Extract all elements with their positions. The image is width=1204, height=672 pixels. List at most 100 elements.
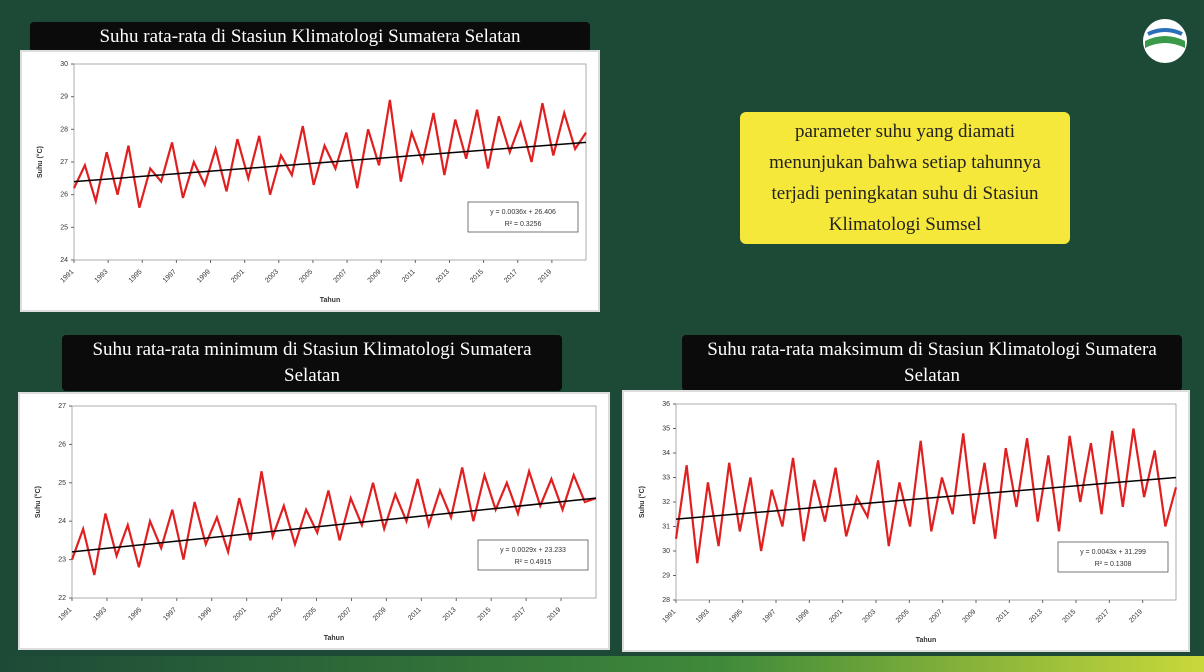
x-tick-label: 2019 <box>537 268 553 284</box>
x-tick-label: 2013 <box>435 268 451 284</box>
y-tick-label: 28 <box>662 597 670 604</box>
x-tick-label: 1993 <box>92 606 108 622</box>
y-axis-label: Suhu (°C) <box>36 146 44 178</box>
y-tick-label: 31 <box>662 524 670 531</box>
y-tick-label: 26 <box>60 192 68 199</box>
equation: y = 0.0029x + 23.233 <box>500 547 566 554</box>
x-tick-label: 1993 <box>695 608 711 624</box>
x-tick-label: 2007 <box>337 606 353 622</box>
y-tick-label: 35 <box>662 426 670 433</box>
x-tick-label: 2007 <box>333 268 349 284</box>
x-tick-label: 1995 <box>127 606 143 622</box>
y-tick-label: 22 <box>58 595 66 602</box>
chart: 22 23 24 25 26 27 1991 1993 1995 1997 1999 2001 2003… <box>34 403 597 642</box>
x-tick-label: 2001 <box>232 606 248 622</box>
x-tick-label: 1999 <box>197 606 213 622</box>
y-tick-label: 25 <box>58 480 66 487</box>
y-tick-label: 33 <box>662 475 670 482</box>
series-line <box>73 99 587 209</box>
equation: y = 0.0036x + 26.406 <box>490 209 556 216</box>
chart: 28 29 30 31 32 33 34 35 36 1991 1993 1995 1997 1999 20… <box>638 401 1178 644</box>
x-tick-label: 2015 <box>477 606 493 622</box>
x-tick-label: 1997 <box>162 268 178 284</box>
y-tick-label: 36 <box>662 401 670 408</box>
x-tick-label: 2013 <box>442 606 458 622</box>
r-squared: R² = 0.1308 <box>1095 561 1132 568</box>
y-tick-label: 34 <box>662 450 670 457</box>
x-tick-label: 2001 <box>828 608 844 624</box>
x-tick-label: 2011 <box>407 606 423 622</box>
trend-line <box>73 141 587 183</box>
x-tick-label: 2017 <box>512 606 528 622</box>
x-tick-label: 2017 <box>1095 608 1111 624</box>
y-tick-label: 24 <box>60 257 68 264</box>
y-tick-label: 30 <box>60 61 68 68</box>
r-squared: R² = 0.3256 <box>505 221 542 228</box>
chart-panel: 28 29 30 31 32 33 34 35 36 1991 1993 1995 1997 1999 20… <box>622 390 1190 652</box>
series-line <box>674 428 1178 564</box>
x-tick-label: 2001 <box>230 268 246 284</box>
equation: y = 0.0043x + 31.299 <box>1080 549 1146 556</box>
equation-box <box>1057 541 1169 573</box>
x-tick-label: 2005 <box>298 268 314 284</box>
y-axis-label: Suhu (°C) <box>34 486 42 518</box>
x-tick-label: 1997 <box>761 608 777 624</box>
trend-line <box>675 476 1177 520</box>
x-tick-label: 2005 <box>895 608 911 624</box>
x-axis-label: Tahun <box>916 637 936 644</box>
x-tick-label: 2019 <box>547 606 563 622</box>
x-tick-label: 1995 <box>128 268 144 284</box>
y-tick-label: 26 <box>58 441 66 448</box>
x-tick-label: 2011 <box>995 608 1011 624</box>
x-tick-label: 2009 <box>372 606 388 622</box>
x-tick-label: 2007 <box>928 608 944 624</box>
y-tick-label: 29 <box>662 573 670 580</box>
x-tick-label: 2011 <box>401 268 417 284</box>
x-tick-label: 2019 <box>1128 608 1144 624</box>
x-tick-label: 2005 <box>302 606 318 622</box>
y-tick-label: 23 <box>58 557 66 564</box>
equation-box <box>467 201 579 233</box>
x-tick-label: 2003 <box>264 268 280 284</box>
x-tick-label: 1999 <box>795 608 811 624</box>
y-tick-label: 32 <box>662 499 670 506</box>
y-tick-label: 30 <box>662 548 670 555</box>
y-tick-label: 27 <box>60 159 68 166</box>
y-tick-label: 25 <box>60 224 68 231</box>
x-tick-label: 2017 <box>503 268 519 284</box>
x-tick-label: 1991 <box>57 606 73 622</box>
x-tick-label: 2015 <box>469 268 485 284</box>
x-tick-label: 2009 <box>367 268 383 284</box>
y-tick-label: 24 <box>58 518 66 525</box>
chart-panel: 24 25 26 27 28 29 30 1991 1993 1995 1997 1999 2001 20… <box>20 50 600 312</box>
logo <box>1143 19 1187 63</box>
plot-frame <box>71 405 597 599</box>
y-tick-label: 27 <box>58 403 66 410</box>
r-squared: R² = 0.4915 <box>515 559 552 566</box>
x-tick-label: 1993 <box>94 268 110 284</box>
y-tick-label: 28 <box>60 126 68 133</box>
x-tick-label: 1991 <box>661 608 677 624</box>
equation-box <box>477 539 589 571</box>
trend-line <box>71 497 597 553</box>
x-tick-label: 2003 <box>267 606 283 622</box>
x-tick-label: 1991 <box>59 268 75 284</box>
x-tick-label: 1999 <box>196 268 212 284</box>
chart-title: Suhu rata-rata minimum di Stasiun Klimat… <box>62 335 562 391</box>
y-axis-label: Suhu (°C) <box>638 486 646 518</box>
x-tick-label: 2003 <box>861 608 877 624</box>
y-tick-label: 29 <box>60 94 68 101</box>
x-tick-label: 1995 <box>728 608 744 624</box>
chart: 24 25 26 27 28 29 30 1991 1993 1995 1997 1999 2001 20… <box>36 61 587 304</box>
x-tick-label: 2015 <box>1061 608 1077 624</box>
footer-bar <box>0 656 1204 672</box>
chart-title: Suhu rata-rata di Stasiun Klimatologi Su… <box>30 22 590 52</box>
x-tick-label: 1997 <box>162 606 178 622</box>
x-tick-label: 2009 <box>961 608 977 624</box>
x-tick-label: 2013 <box>1028 608 1044 624</box>
chart-panel: 22 23 24 25 26 27 1991 1993 1995 1997 1999 2001 2003… <box>18 392 610 650</box>
x-axis-label: Tahun <box>320 297 340 304</box>
x-axis-label: Tahun <box>324 635 344 642</box>
callout: parameter suhu yang diamati menunjukan b… <box>740 112 1070 244</box>
